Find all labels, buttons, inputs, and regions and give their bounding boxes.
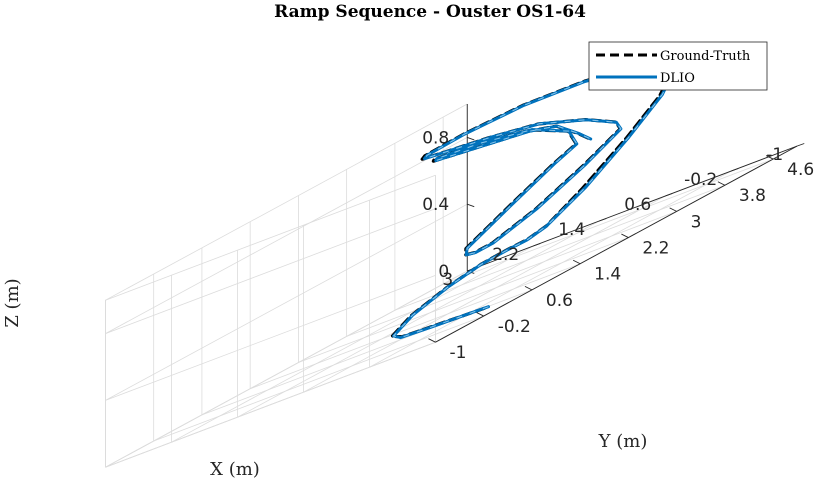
z-tick-label: 0.8 (422, 128, 449, 148)
grid-floor-y (394, 184, 726, 311)
x-tick-label: 1.4 (558, 220, 585, 240)
y-tick-mark (765, 155, 774, 160)
grid-wall-yz-h (105, 203, 468, 401)
y-tick-label: -1 (449, 343, 466, 363)
y-tick-mark (428, 338, 436, 343)
series-highlight-dlio (392, 65, 676, 339)
x-tick-label: 2.2 (492, 245, 519, 265)
grid-floor-x (369, 170, 732, 368)
chart-title: Ramp Sequence - Ouster OS1-64 (274, 2, 586, 22)
y-tick-mark (524, 285, 533, 291)
x-tick-label: 0.6 (624, 195, 651, 215)
tick-labels: 3 2.2 1.4 0.6 -0.2 -1 -1 -0.2 0.6 1.4 2.2 3 3.8 4.6 0 0… (422, 128, 814, 363)
grid-wall-yz-h (105, 270, 468, 468)
x-tick-mark (665, 193, 673, 197)
z-axis-label: Z (m) (2, 278, 23, 327)
y-tick-label: 0.6 (546, 291, 573, 311)
x-tick-label: -1 (766, 145, 783, 165)
grid-wall-xz-h (105, 341, 436, 468)
legend-box (588, 41, 768, 91)
y-axis-line (435, 145, 798, 343)
y-tick-mark (717, 181, 726, 186)
grid-floor-y (346, 211, 677, 337)
x-tick-mark (797, 143, 805, 147)
grid-floor-y (298, 237, 629, 363)
y-axis-label: Y (m) (598, 431, 648, 452)
x-tick-label: -0.2 (684, 170, 717, 190)
x-tick-mark (533, 243, 541, 247)
z-tick-label: 0 (438, 262, 449, 282)
x-tick-mark (731, 168, 739, 172)
y-tick-mark (572, 259, 581, 265)
y-tick-mark (669, 207, 677, 212)
legend-dlio-label: DLIO (660, 71, 695, 86)
x-tick-mark (599, 218, 607, 222)
y-tick-mark (621, 233, 629, 238)
legend: Ground-Truth DLIO (588, 41, 768, 91)
y-tick-label: 3.8 (739, 186, 766, 206)
grid-floor-y (442, 158, 774, 285)
z-tick-label: 0.4 (422, 195, 449, 215)
grid-wall-xz-h (105, 275, 436, 401)
x-tick-label: 3 (442, 270, 453, 290)
y-tick-label: 4.6 (787, 160, 814, 180)
grid-floor-y (153, 315, 484, 442)
grid-floor-x (171, 245, 534, 443)
grid-floor-x (303, 195, 666, 393)
plot-series (390, 64, 677, 340)
grid-floor-x (237, 220, 600, 418)
grid-wall-yz-h (105, 137, 468, 334)
legend-ground-truth-label: Ground-Truth (660, 49, 751, 64)
x-axis-label: X (m) (210, 459, 260, 480)
y-tick-label: -0.2 (498, 317, 531, 337)
y-tick-mark (476, 312, 484, 317)
y-tick-label: 3 (691, 212, 702, 232)
y-tick-label: 1.4 (594, 265, 621, 285)
z-tick-mark (467, 136, 475, 141)
grid-wall-xz-h (105, 208, 436, 334)
z-tick-mark (467, 203, 475, 208)
grid-wall-xz-h (105, 174, 436, 301)
y-tick-label: 2.2 (642, 239, 669, 259)
grid-floor-y (250, 263, 581, 390)
grid-wall-yz-h (105, 103, 468, 301)
x-axis-line (467, 145, 798, 272)
